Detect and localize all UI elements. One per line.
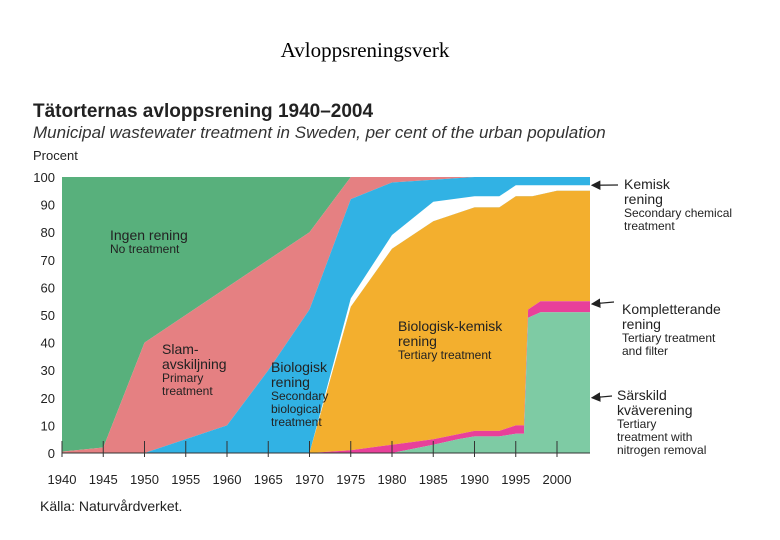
x-tick-label-1945: 1945 (89, 472, 118, 487)
x-tick-label-1940: 1940 (48, 472, 77, 487)
y-tick-label-30: 30 (41, 363, 55, 378)
arrow-filter (590, 298, 615, 308)
x-tick-label-1965: 1965 (254, 472, 283, 487)
area-layer-2 (62, 177, 590, 453)
annotation-primary: Slam-avskiljning Primary treatment (162, 341, 227, 398)
x-tick-label-1990: 1990 (460, 472, 489, 487)
area-layer-1 (62, 177, 590, 452)
annotation-filter-sub-line: and filter (622, 344, 668, 358)
annotation-tertiary: Biologisk-kemisk rening Tertiary treatment (398, 318, 503, 362)
y-tick-label-60: 60 (41, 280, 55, 295)
annotation-chemical-sub-line: Secondary chemical (624, 206, 732, 220)
annotation-nitrogen: Särskild kväverening Tertiary treatment wit… (617, 387, 706, 457)
slide-title: Avloppsreningsverk (280, 38, 450, 62)
y-tick-label-80: 80 (41, 225, 55, 240)
x-tick-label-1950: 1950 (130, 472, 159, 487)
annotation-tertiary-main-line: Biologisk-kemisk (398, 318, 503, 334)
x-tick-label-1970: 1970 (295, 472, 324, 487)
annotation-tertiary-main-line: rening (398, 333, 437, 349)
annotation-biological-sub-line: biological (271, 402, 321, 416)
x-tick-label-1985: 1985 (419, 472, 448, 487)
annotation-biological-sub-line: treatment (271, 415, 322, 429)
annotation-filter-main-line: rening (622, 316, 661, 332)
x-tick-label-1980: 1980 (378, 472, 407, 487)
annotation-tertiary-sub-line: Tertiary treatment (398, 348, 492, 362)
y-tick-label-0: 0 (48, 446, 55, 461)
annotation-nitrogen-sub-line: Tertiary (617, 417, 656, 431)
x-tick-label-1960: 1960 (213, 472, 242, 487)
annotation-filter-sub-line: Tertiary treatment (622, 331, 716, 345)
annotation-no-treatment-sub-line: No treatment (110, 242, 180, 256)
annotation-primary-main-line: avskiljning (162, 356, 227, 372)
x-tick-label-1975: 1975 (336, 472, 365, 487)
y-tick-label-90: 90 (41, 198, 55, 213)
y-axis-label: Procent (33, 148, 78, 163)
x-tick-label-1955: 1955 (171, 472, 200, 487)
annotation-primary-sub-line: treatment (162, 384, 213, 398)
area-layer-3 (62, 177, 590, 453)
y-tick-label-50: 50 (41, 308, 55, 323)
chart-title: Tätorternas avloppsrening 1940–2004 (33, 101, 374, 122)
area-layer-7 (62, 312, 590, 453)
annotation-filter-main-line: Kompletterande (622, 301, 721, 317)
y-tick-label-20: 20 (41, 391, 55, 406)
annotation-chemical-sub-line: treatment (624, 219, 675, 233)
annotation-biological-main-line: rening (271, 374, 310, 390)
annotation-nitrogen-sub-line: nitrogen removal (617, 443, 706, 457)
arrow-nitrogen (590, 392, 613, 402)
annotation-nitrogen-main-line: Särskild (617, 387, 667, 403)
y-tick-label-100: 100 (33, 170, 55, 185)
annotation-biological: Biologisk rening Secondary biological treatm… (271, 359, 328, 429)
annotation-chemical-main-line: rening (624, 191, 663, 207)
source-note: Källa: Naturvårdverket. (40, 498, 183, 514)
y-tick-label-40: 40 (41, 336, 55, 351)
annotation-chemical: Kemisk rening Secondary chemical treatment (624, 176, 732, 233)
x-tick-label-1995: 1995 (501, 472, 530, 487)
annotation-no-treatment-main-line: Ingen rening (110, 227, 188, 243)
annotation-primary-sub-line: Primary (162, 371, 203, 385)
x-tick-label-2000: 2000 (543, 472, 572, 487)
annotation-biological-sub-line: Secondary (271, 389, 328, 403)
y-tick-label-70: 70 (41, 253, 55, 268)
annotation-nitrogen-sub-line: treatment with (617, 430, 692, 444)
annotation-biological-main-line: Biologisk (271, 359, 328, 375)
y-tick-label-10: 10 (41, 418, 55, 433)
annotation-chemical-main-line: Kemisk (624, 176, 671, 192)
chart-subtitle: Municipal wastewater treatment in Sweden… (33, 123, 606, 142)
area-layer-5 (62, 190, 590, 454)
annotation-nitrogen-main-line: kväverening (617, 402, 693, 418)
annotation-primary-main-line: Slam- (162, 341, 199, 357)
annotation-no-treatment: Ingen rening No treatment (110, 227, 188, 256)
annotation-filter: Kompletterande rening Tertiary treatment an… (622, 301, 721, 358)
